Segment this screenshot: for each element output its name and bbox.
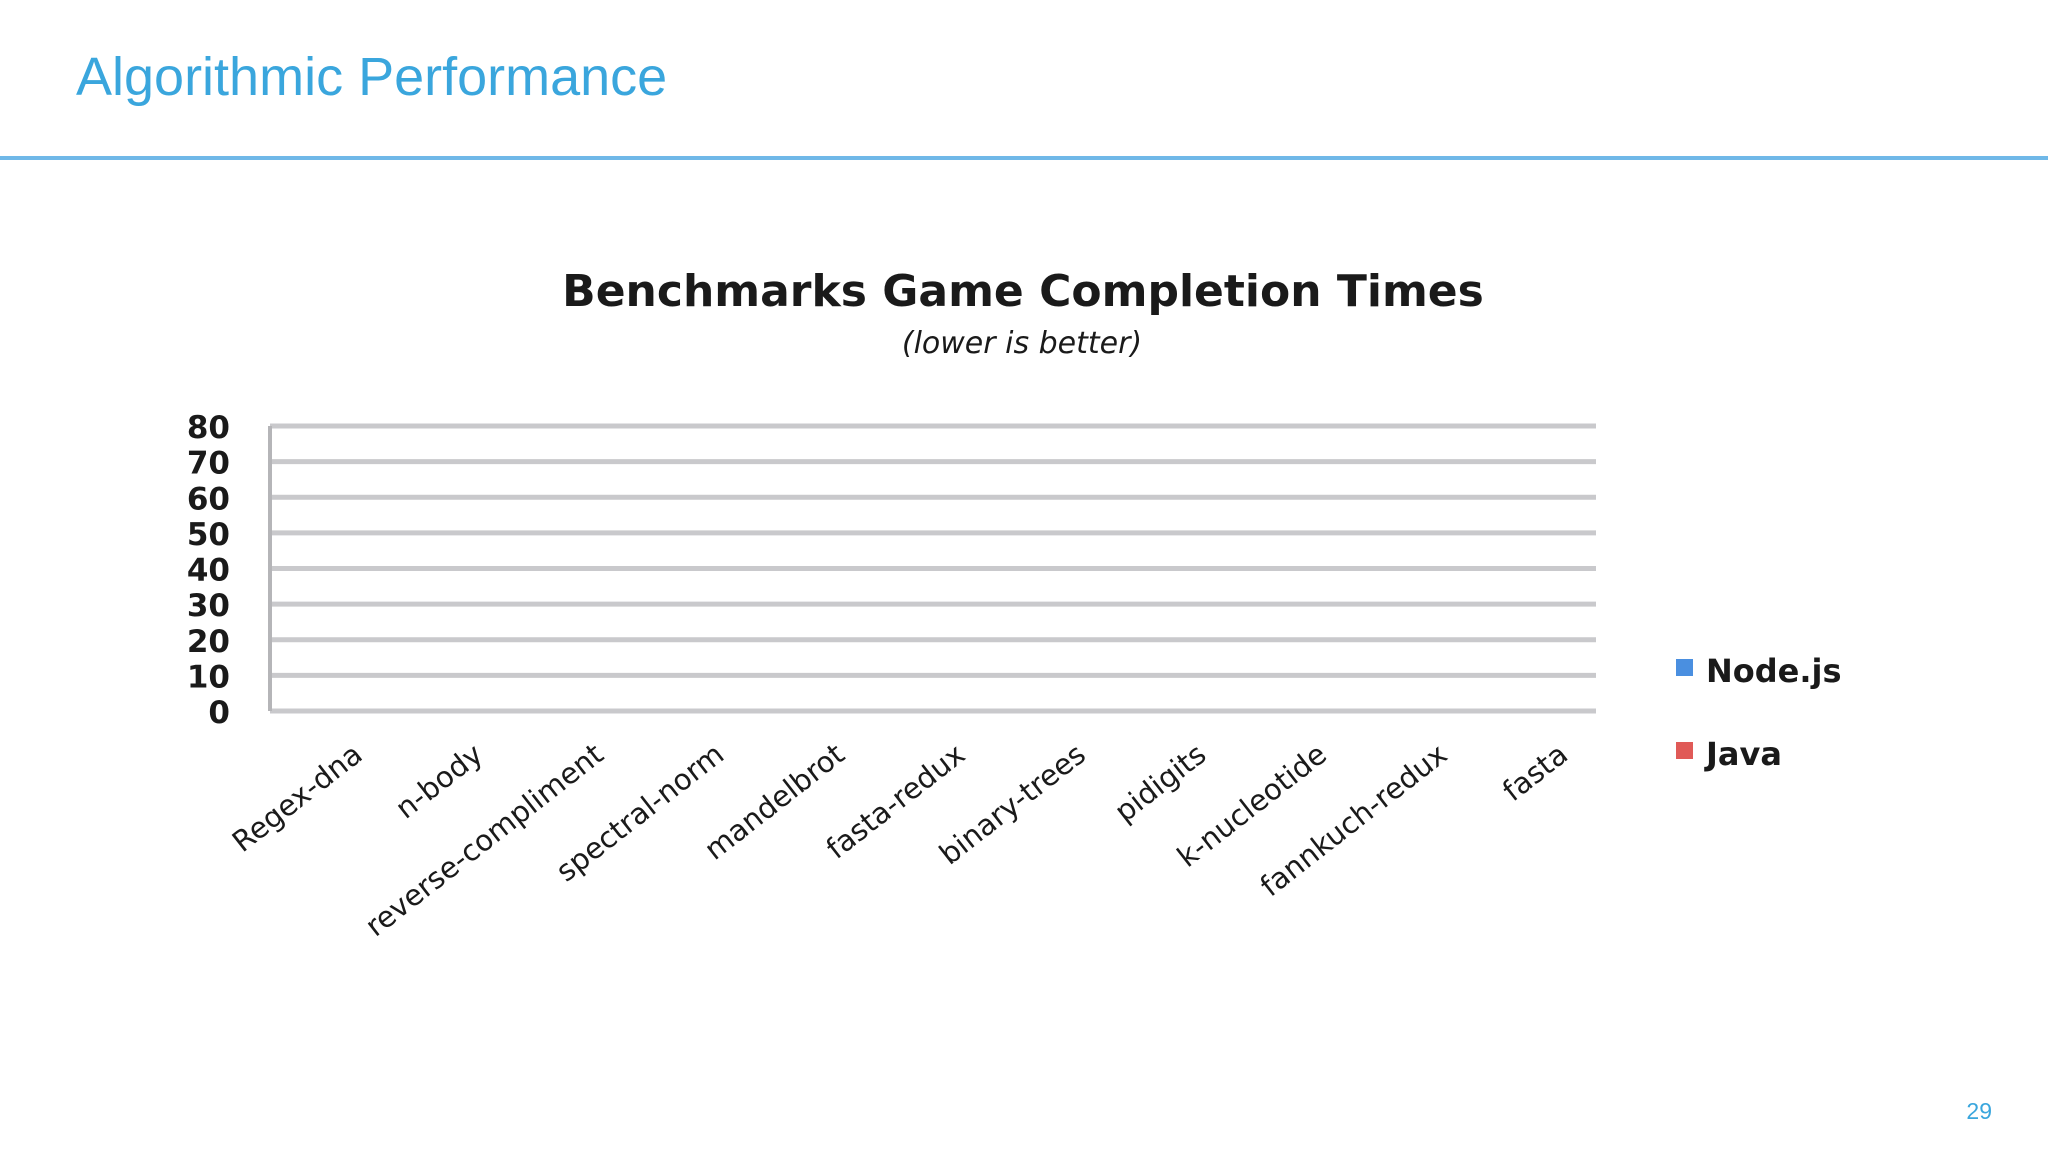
page-number: 29 — [1966, 1098, 1992, 1124]
legend-label: Java — [1704, 735, 1782, 773]
y-tick-label: 30 — [187, 588, 230, 624]
x-tick-label: pidigits — [1108, 737, 1212, 829]
y-tick-label: 0 — [208, 695, 230, 731]
y-tick-label: 10 — [187, 659, 230, 695]
chart-subtitle: (lower is better) — [902, 326, 1142, 361]
title-divider — [0, 156, 2048, 160]
y-tick-label: 80 — [187, 410, 230, 446]
slide-title: Algorithmic Performance — [76, 47, 668, 107]
x-tick-label: reverse-compliment — [359, 737, 610, 943]
legend-swatch — [1676, 742, 1693, 759]
legend-swatch — [1676, 659, 1693, 676]
y-tick-label: 40 — [187, 553, 230, 589]
y-tick-label: 20 — [187, 624, 230, 660]
chart-area: Benchmarks Game Completion Times (lower i… — [0, 160, 2048, 1060]
legend-label: Node.js — [1706, 652, 1842, 690]
chart-title: Benchmarks Game Completion Times — [562, 266, 1484, 317]
y-tick-label: 50 — [187, 517, 230, 553]
x-tick-label: n-body — [389, 737, 489, 826]
x-tick-label: Regex-dna — [226, 737, 369, 859]
x-tick-label: fasta — [1496, 737, 1574, 808]
y-tick-label: 60 — [187, 481, 230, 517]
bar-chart: Benchmarks Game Completion Times (lower i… — [187, 266, 1842, 943]
y-tick-label: 70 — [187, 446, 230, 482]
